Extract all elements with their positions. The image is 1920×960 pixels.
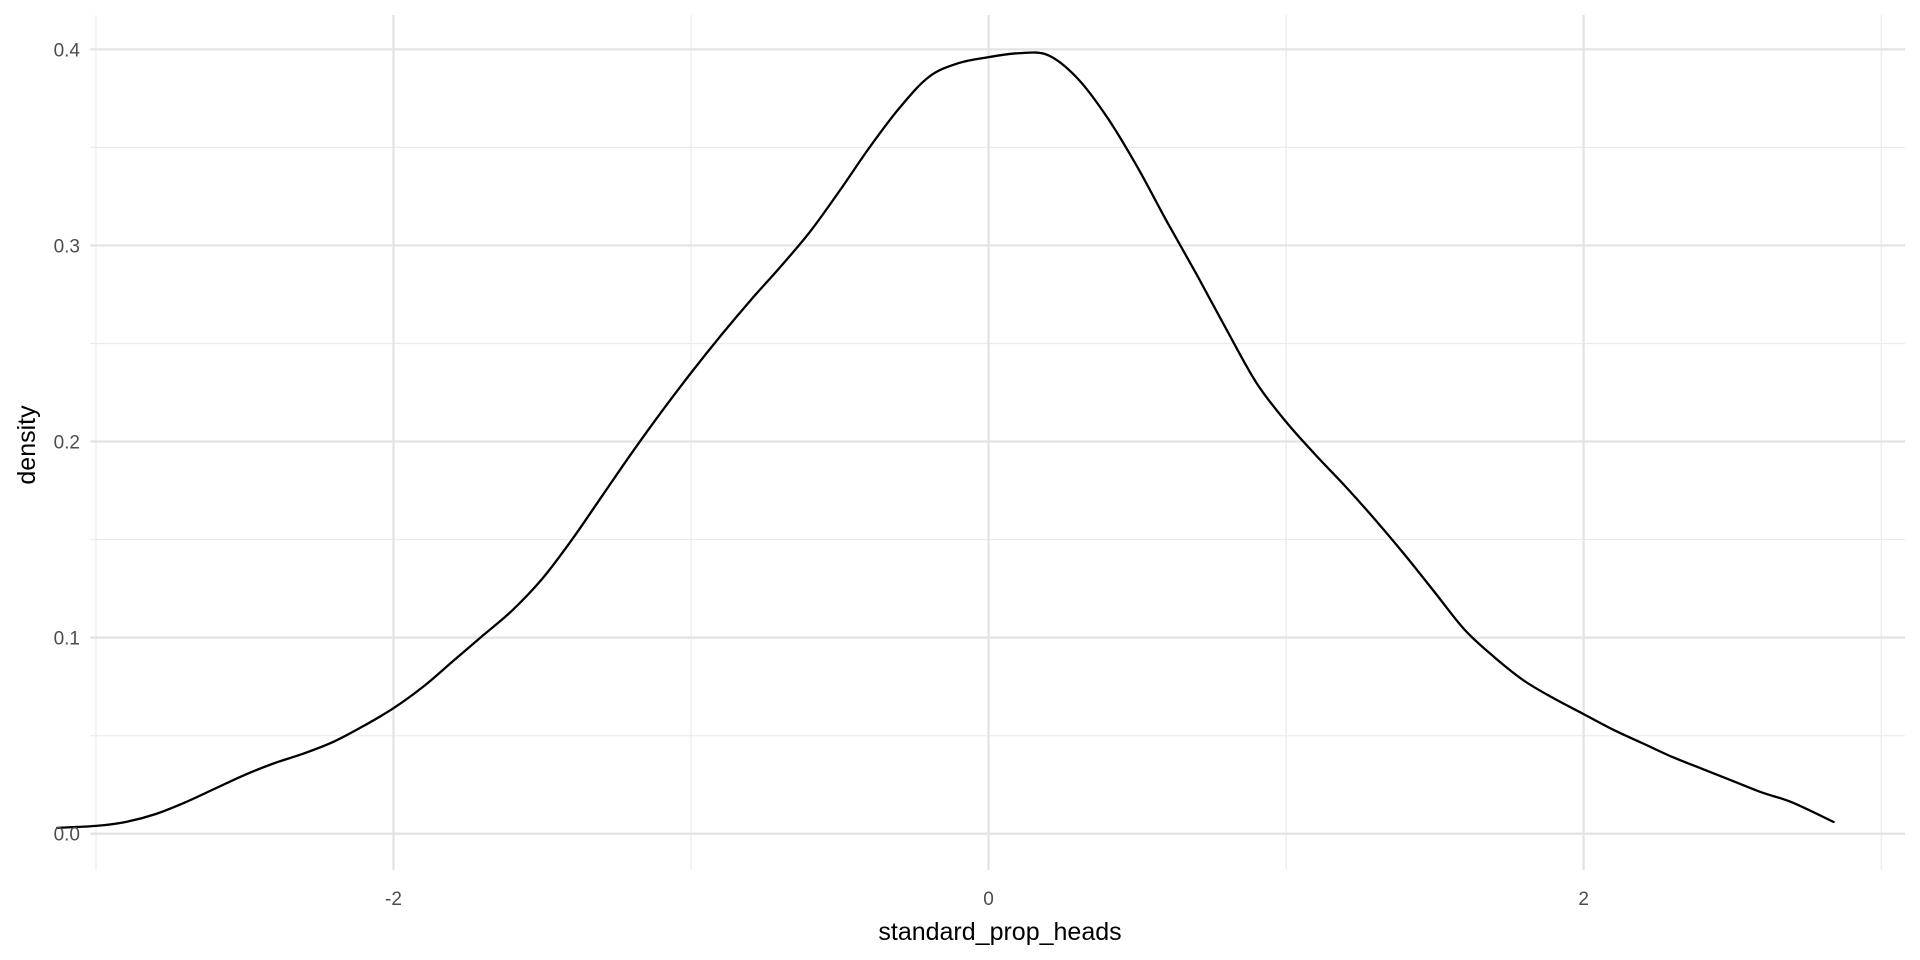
major-gridlines xyxy=(90,15,1905,870)
y-tick-label: 0.4 xyxy=(54,40,81,61)
y-tick-label: 0.2 xyxy=(54,433,80,454)
x-axis-tick-labels: -2 0 2 xyxy=(385,889,1589,910)
density-curve-layer xyxy=(56,51,1835,829)
y-tick-label: 0.1 xyxy=(54,629,80,650)
x-axis-title: standard_prop_heads xyxy=(878,918,1121,946)
x-tick-label: -2 xyxy=(385,889,402,910)
y-tick-label: 0.3 xyxy=(54,236,80,257)
y-tick-label: 0.0 xyxy=(54,825,80,846)
y-axis-title: density xyxy=(13,405,41,485)
y-axis-tick-labels: 0.0 0.1 0.2 0.3 0.4 xyxy=(54,40,81,845)
x-tick-label: 2 xyxy=(1578,889,1589,910)
density-curve xyxy=(56,51,1835,829)
x-tick-label: 0 xyxy=(983,889,994,910)
